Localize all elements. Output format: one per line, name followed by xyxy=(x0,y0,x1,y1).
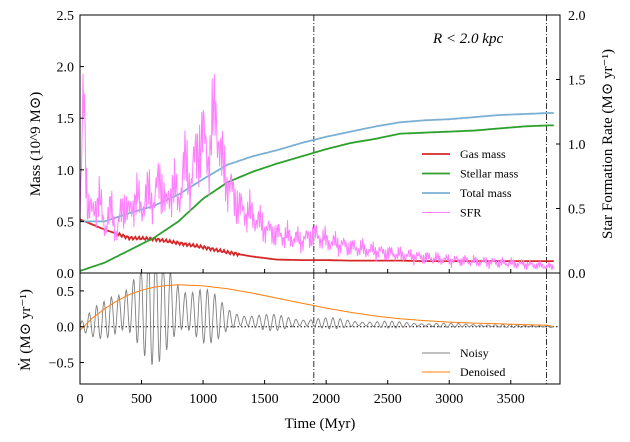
top-y-ticks-right: 0.0 0.5 1.0 1.5 2.0 xyxy=(556,9,586,282)
top-y-tick-label-3: 1.5 xyxy=(57,112,75,127)
series-sfr-line xyxy=(79,73,554,271)
top-plot-area xyxy=(79,15,554,273)
top-y-axis-label-right: Star Formation Rate (M⊙ yr⁻¹) xyxy=(600,49,616,239)
series-denoised-line xyxy=(79,284,554,331)
bottom-x-tick-label-1: 500 xyxy=(131,392,152,407)
top-y-tick-label-0: 0.0 xyxy=(57,267,75,282)
bottom-x-tick-label-5: 2500 xyxy=(374,392,402,407)
top-panel: 0.0 0.5 1.0 1.5 2.0 2.5 0.0 0.5 1.0 1.5 2.0 R < 2… xyxy=(28,9,616,282)
legend-label-noisy: Noisy xyxy=(460,346,489,360)
top-y-axis-label: Mass (10^9 M⊙) xyxy=(28,92,44,197)
top-y-tick-label-2: 1.0 xyxy=(57,164,75,179)
bottom-y-axis-label: Ṁ (M⊙ yr⁻¹) xyxy=(18,289,34,371)
bottom-panel-frame xyxy=(79,272,561,385)
bottom-y-ticks: −0.5 0.0 0.5 xyxy=(49,285,84,372)
top-y-ticks: 0.0 0.5 1.0 1.5 2.0 2.5 xyxy=(57,9,84,282)
legend-label-total-mass: Total mass xyxy=(460,186,512,200)
top-y-right-tick-label-0: 0.0 xyxy=(568,267,586,282)
legend-label-stellar-mass: Stellar mass xyxy=(460,167,519,181)
legend-label-gas-mass: Gas mass xyxy=(460,147,506,161)
series-total-mass-line xyxy=(80,112,554,223)
top-y-tick-label-1: 0.5 xyxy=(57,215,75,230)
legend-label-sfr: SFR xyxy=(460,206,481,220)
bottom-y-tick-label-0: −0.5 xyxy=(49,357,74,372)
bottom-x-tick-label-2: 1000 xyxy=(189,392,217,407)
top-y-tick-label-4: 2.0 xyxy=(57,61,75,76)
bottom-x-tick-label-4: 2000 xyxy=(312,392,340,407)
top-legend: Gas mass Stellar mass Total mass SFR xyxy=(422,147,519,220)
bottom-x-ticks: 0 500 1000 1500 2000 2500 3000 3500 xyxy=(77,380,525,407)
bottom-x-tick-label-3: 1500 xyxy=(251,392,279,407)
bottom-panel: −0.50.00.5 0 500 1000 1500 2000 2500 3000 3500 … xyxy=(18,272,561,432)
legend-label-denoised: Denoised xyxy=(460,365,505,379)
series-noisy-line xyxy=(79,272,554,365)
bottom-y-tick-label-1: 0.0 xyxy=(57,321,75,336)
bottom-plot-area xyxy=(79,272,560,384)
bottom-legend: Noisy Denoised xyxy=(422,346,505,379)
series-stellar-mass-line xyxy=(79,124,554,272)
bottom-x-tick-label-6: 3000 xyxy=(435,392,463,407)
bottom-x-tick-label-7: 3500 xyxy=(497,392,525,407)
top-y-right-tick-label-1: 0.5 xyxy=(568,203,586,218)
top-x-ticks xyxy=(79,269,512,273)
bottom-x-axis-label: Time (Myr) xyxy=(285,416,356,432)
top-y-right-tick-label-2: 1.0 xyxy=(568,138,586,153)
top-y-right-tick-label-4: 2.0 xyxy=(568,9,586,24)
bottom-y-tick-label-2: 0.5 xyxy=(57,285,75,300)
top-annotation: R < 2.0 kpc xyxy=(432,31,503,47)
top-y-right-tick-label-3: 1.5 xyxy=(568,74,586,89)
top-y-tick-label-5: 2.5 xyxy=(57,9,75,24)
top-panel-frame xyxy=(79,14,561,274)
bottom-x-tick-label-0: 0 xyxy=(77,392,84,407)
